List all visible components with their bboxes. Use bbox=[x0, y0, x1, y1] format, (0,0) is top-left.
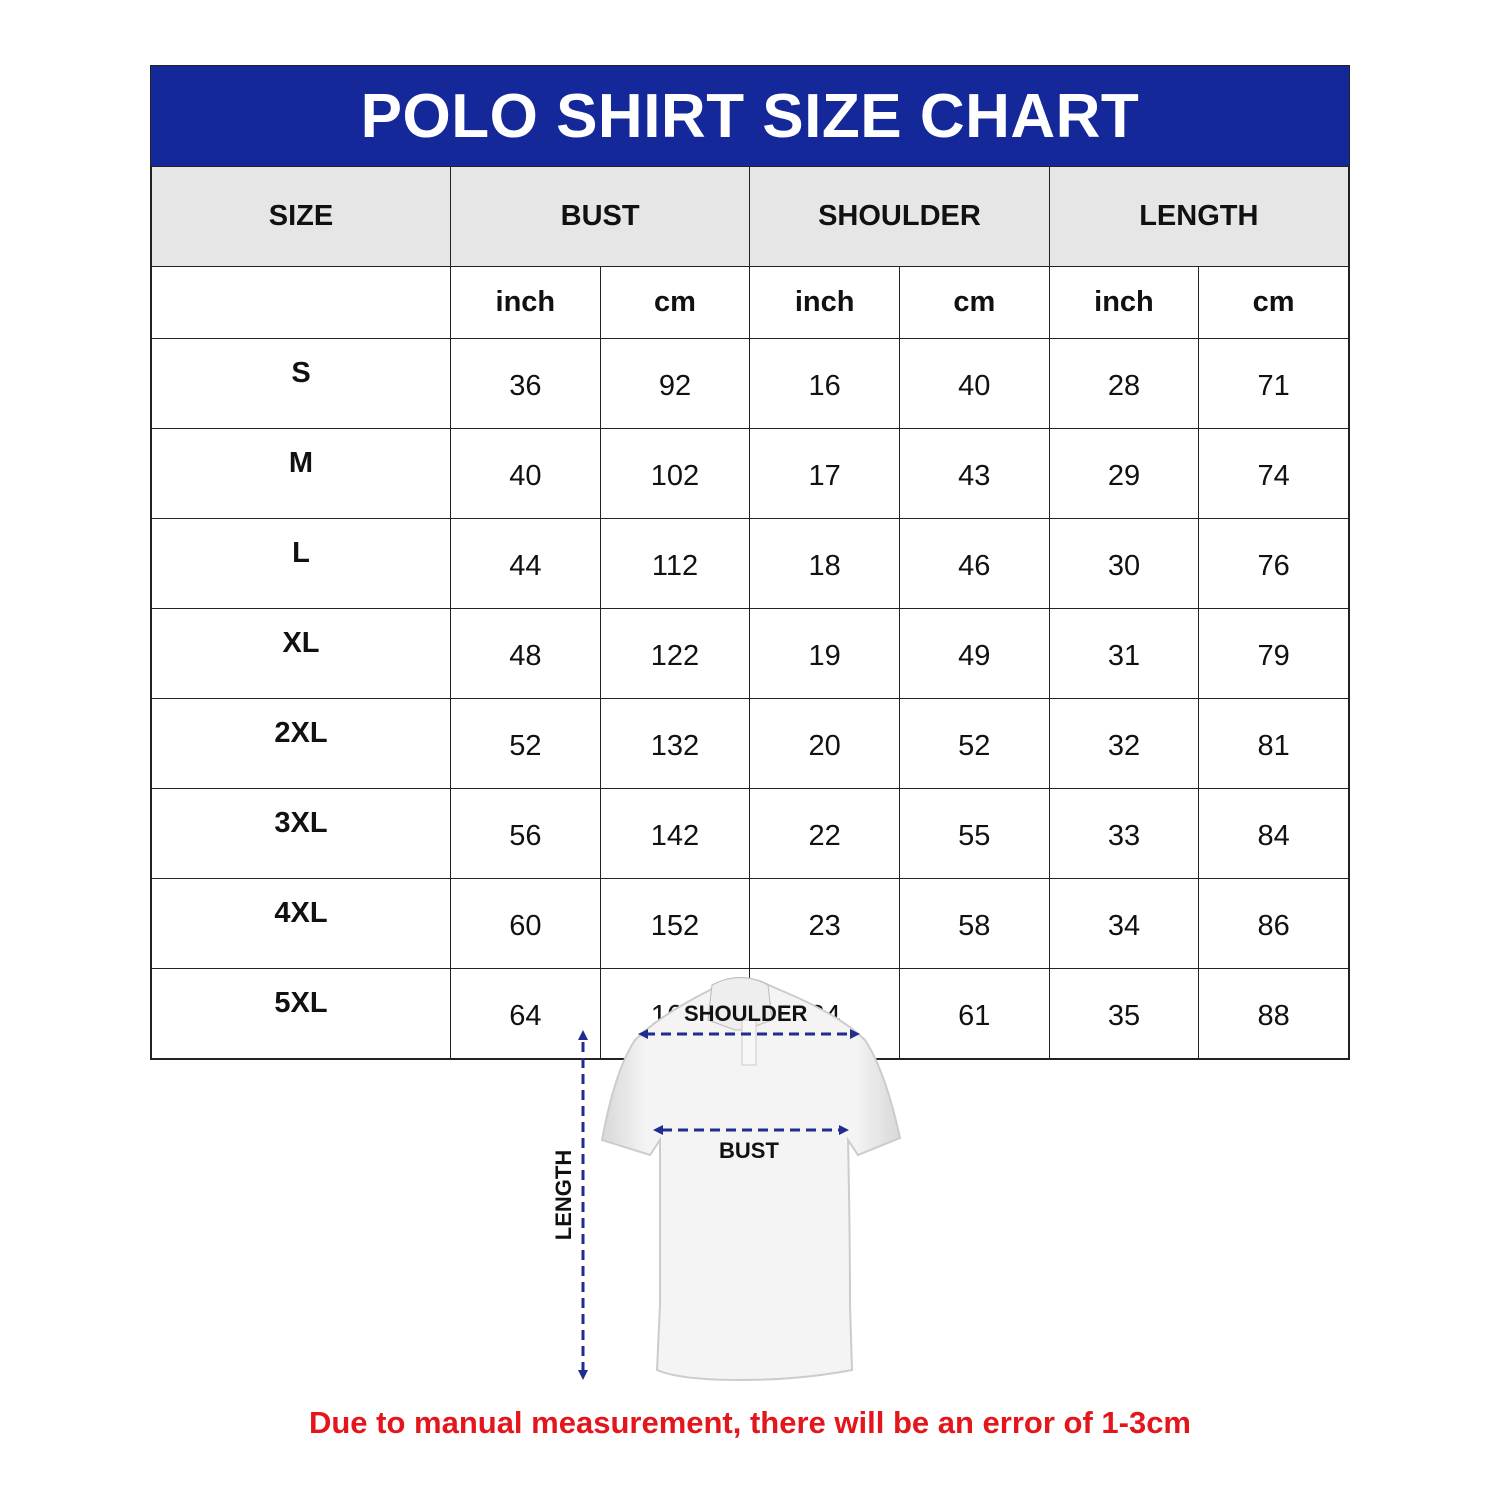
collar bbox=[707, 977, 773, 1031]
value-cell: 58 bbox=[898, 878, 1050, 969]
table-row: 3XL 56 142 22 55 33 84 bbox=[151, 788, 1349, 879]
value-cell: 74 bbox=[1198, 428, 1349, 519]
size-cell: XL bbox=[151, 608, 451, 699]
value-cell: 71 bbox=[1198, 338, 1349, 429]
value-cell: 56 bbox=[450, 788, 601, 879]
value-cell: 18 bbox=[749, 518, 900, 609]
value-cell: 88 bbox=[1198, 968, 1349, 1059]
value-cell: 22 bbox=[749, 788, 900, 879]
size-cell: L bbox=[151, 518, 451, 609]
value-cell: 64 bbox=[450, 968, 601, 1059]
value-cell: 132 bbox=[599, 698, 751, 789]
value-cell: 92 bbox=[599, 338, 751, 429]
table-row: 2XL 52 132 20 52 32 81 bbox=[151, 698, 1349, 789]
measurement-note: Due to manual measurement, there will be… bbox=[308, 1405, 1192, 1440]
header-size: SIZE bbox=[151, 166, 451, 267]
value-cell: 28 bbox=[1048, 338, 1200, 429]
size-chart: POLO SHIRT SIZE CHART SIZE BUST SHOULDER… bbox=[150, 65, 1350, 1060]
bust-label: BUST bbox=[719, 1138, 779, 1163]
value-cell: 48 bbox=[450, 608, 601, 699]
value-cell: 19 bbox=[749, 608, 900, 699]
value-cell: 29 bbox=[1048, 428, 1200, 519]
table-row: M 40 102 17 43 29 74 bbox=[151, 428, 1349, 519]
polo-shirt-illustration bbox=[578, 977, 902, 1382]
size-cell: S bbox=[151, 338, 451, 429]
length-label: LENGTH bbox=[551, 1149, 576, 1241]
value-cell: 40 bbox=[898, 338, 1050, 429]
table-row: S 36 92 16 40 28 71 bbox=[151, 338, 1349, 429]
value-cell: 33 bbox=[1048, 788, 1200, 879]
unit-label: inch bbox=[450, 266, 601, 339]
value-cell: 142 bbox=[599, 788, 751, 879]
unit-empty bbox=[151, 266, 451, 339]
value-cell: 55 bbox=[898, 788, 1050, 879]
unit-label: inch bbox=[749, 266, 900, 339]
table-row: 4XL 60 152 23 58 34 86 bbox=[151, 878, 1349, 969]
unit-label: cm bbox=[1198, 266, 1349, 339]
value-cell: 46 bbox=[898, 518, 1050, 609]
value-cell: 36 bbox=[450, 338, 601, 429]
value-cell: 60 bbox=[450, 878, 601, 969]
value-cell: 86 bbox=[1198, 878, 1349, 969]
header-bust: BUST bbox=[449, 166, 751, 267]
value-cell: 34 bbox=[1048, 878, 1200, 969]
value-cell: 122 bbox=[599, 608, 751, 699]
size-cell: 5XL bbox=[151, 968, 451, 1059]
unit-row: inch cm inch cm inch cm bbox=[151, 266, 1349, 339]
value-cell: 30 bbox=[1048, 518, 1200, 609]
header-length: LENGTH bbox=[1048, 166, 1350, 267]
value-cell: 49 bbox=[898, 608, 1050, 699]
value-cell: 44 bbox=[450, 518, 601, 609]
placket bbox=[741, 1019, 757, 1066]
shirt-diagram: SHOULDER BUST LENGTH bbox=[540, 960, 940, 1400]
value-cell: 84 bbox=[1198, 788, 1349, 879]
value-cell: 23 bbox=[749, 878, 900, 969]
value-cell: 40 bbox=[450, 428, 601, 519]
value-cell: 17 bbox=[749, 428, 900, 519]
value-cell: 20 bbox=[749, 698, 900, 789]
value-cell: 43 bbox=[898, 428, 1050, 519]
size-cell: 3XL bbox=[151, 788, 451, 879]
table-row: XL 48 122 19 49 31 79 bbox=[151, 608, 1349, 699]
value-cell: 152 bbox=[599, 878, 751, 969]
value-cell: 76 bbox=[1198, 518, 1349, 609]
value-cell: 112 bbox=[599, 518, 751, 609]
value-cell: 79 bbox=[1198, 608, 1349, 699]
size-table: SIZE BUST SHOULDER LENGTH inch cm inch c… bbox=[151, 166, 1350, 1059]
shoulder-label: SHOULDER bbox=[684, 1001, 808, 1026]
value-cell: 35 bbox=[1048, 968, 1200, 1059]
value-cell: 102 bbox=[599, 428, 751, 519]
size-cell: M bbox=[151, 428, 451, 519]
value-cell: 61 bbox=[898, 968, 1050, 1059]
value-cell: 31 bbox=[1048, 608, 1200, 699]
header-row: SIZE BUST SHOULDER LENGTH bbox=[151, 166, 1350, 267]
header-shoulder: SHOULDER bbox=[749, 166, 1050, 267]
unit-label: cm bbox=[898, 266, 1050, 339]
size-cell: 4XL bbox=[151, 878, 451, 969]
value-cell: 52 bbox=[450, 698, 601, 789]
unit-label: cm bbox=[599, 266, 751, 339]
table-row: L 44 112 18 46 30 76 bbox=[151, 518, 1349, 609]
value-cell: 16 bbox=[749, 338, 900, 429]
value-cell: 52 bbox=[898, 698, 1050, 789]
size-cell: 2XL bbox=[151, 698, 451, 789]
value-cell: 32 bbox=[1048, 698, 1200, 789]
value-cell: 81 bbox=[1198, 698, 1349, 789]
chart-title: POLO SHIRT SIZE CHART bbox=[151, 66, 1349, 166]
unit-label: inch bbox=[1048, 266, 1200, 339]
